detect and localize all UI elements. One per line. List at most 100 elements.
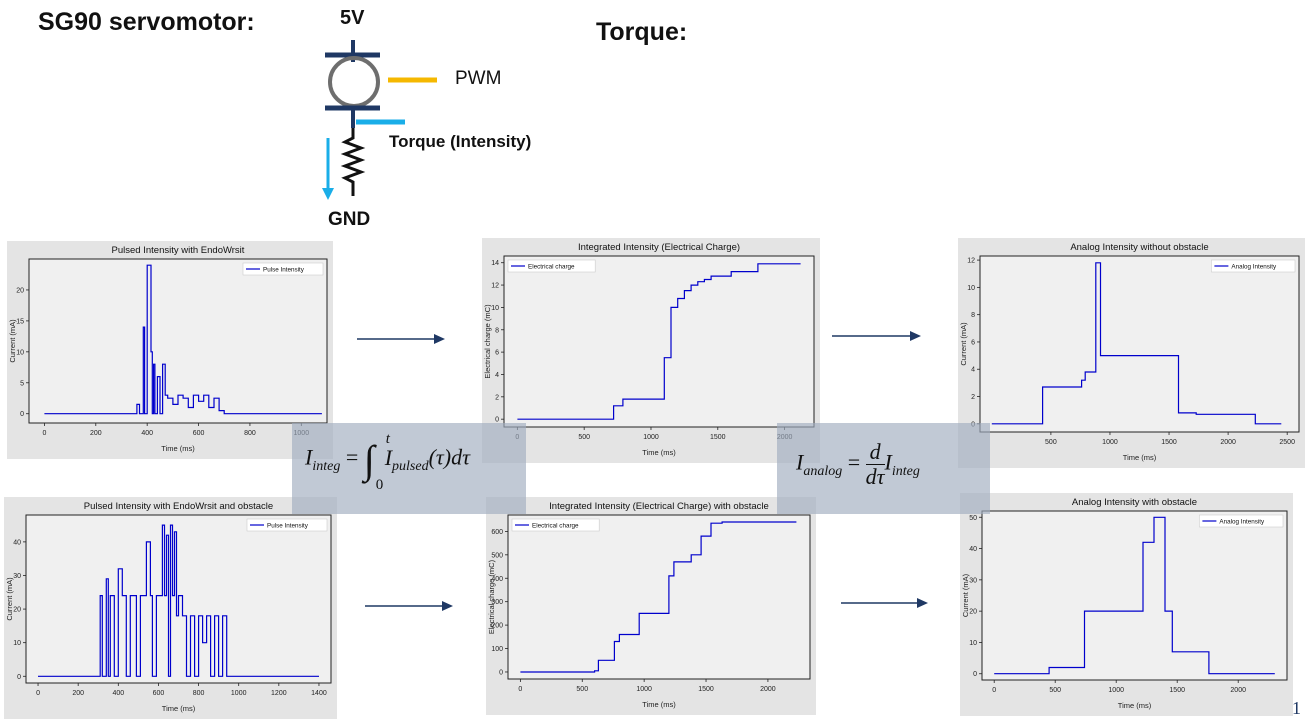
page-title: SG90 servomotor: — [38, 8, 255, 36]
formula-subscript: integ — [891, 463, 920, 479]
x-tick-label: 1000 — [636, 686, 652, 693]
integral-upper-limit: t — [385, 431, 390, 447]
x-tick-label: 600 — [193, 430, 205, 437]
y-tick-label: 8 — [495, 327, 499, 334]
y-tick-label: 6 — [495, 350, 499, 357]
formula-symbol: I — [796, 449, 804, 475]
chart-title: Analog Intensity with obstacle — [1072, 497, 1197, 508]
x-tick-label: 500 — [1049, 687, 1061, 694]
x-tick-label: 600 — [153, 690, 165, 697]
x-tick-label: 2000 — [1220, 439, 1236, 446]
legend-label: Electrical charge — [528, 264, 575, 271]
y-axis-label: Current (mA) — [8, 319, 17, 363]
y-tick-label: 20 — [16, 287, 24, 294]
y-axis-label: Electrical charge (mC) — [487, 559, 496, 634]
legend-box — [507, 259, 596, 273]
current-direction-arrow-head — [322, 188, 334, 200]
chart-title: Pulsed Intensity with EndoWrsit and obst… — [84, 501, 273, 512]
x-tick-label: 1000 — [1108, 687, 1124, 694]
x-tick-label: 1000 — [231, 690, 247, 697]
legend-label: Pulse Intensity — [267, 523, 309, 530]
formula-argument: (τ)dτ — [428, 444, 471, 470]
y-tick-label: 600 — [491, 529, 503, 536]
y-tick-label: 30 — [13, 573, 21, 580]
chart-pulsed-intensity: Pulsed Intensity with EndoWrsit 0 200 400 60… — [7, 241, 333, 459]
y-tick-label: 300 — [491, 599, 503, 606]
y-tick-label: 20 — [13, 607, 21, 614]
y-tick-label: 200 — [491, 623, 503, 630]
chart-analog-intensity-obstacle: Analog Intensity with obstacle 0 500 1000 15… — [960, 493, 1293, 716]
integration-formula-box — [292, 423, 526, 514]
integral-lower-limit: 0 — [375, 477, 384, 493]
slide-number: 1 — [1292, 698, 1301, 718]
formula-equals: = — [345, 444, 359, 470]
x-tick-label: 500 — [578, 434, 590, 441]
chart-title: Integrated Intensity (Electrical Charge)… — [549, 501, 769, 512]
legend-label: Analog Intensity — [1231, 264, 1277, 271]
x-axis-label: Time (ms) — [1123, 453, 1157, 462]
formula-equals: = — [847, 449, 861, 475]
chart-title: Pulsed Intensity with EndoWrsit — [112, 245, 245, 256]
y-tick-label: 10 — [16, 349, 24, 356]
arrow-head — [917, 598, 928, 608]
x-axis-label: Time (ms) — [1118, 701, 1152, 710]
arrow-head — [442, 601, 453, 611]
y-tick-label: 10 — [967, 285, 975, 292]
y-tick-label: 400 — [491, 576, 503, 583]
y-tick-label: 10 — [13, 640, 21, 647]
derivative-fraction: d dτ — [865, 440, 885, 489]
y-tick-label: 50 — [969, 515, 977, 522]
x-tick-label: 800 — [193, 690, 205, 697]
y-tick-label: 20 — [969, 609, 977, 616]
y-tick-label: 4 — [495, 372, 499, 379]
x-tick-label: 800 — [244, 430, 256, 437]
y-tick-label: 2 — [495, 394, 499, 401]
formula-subscript: integ — [312, 458, 341, 474]
y-tick-label: 0 — [17, 674, 21, 681]
x-tick-label: 2000 — [760, 686, 776, 693]
x-tick-label: 1500 — [710, 434, 726, 441]
legend-box — [1211, 259, 1296, 273]
x-tick-label: 400 — [112, 690, 124, 697]
x-tick-label: 0 — [36, 690, 40, 697]
y-tick-label: 2 — [971, 394, 975, 401]
x-tick-label: 1500 — [1161, 439, 1177, 446]
y-tick-label: 14 — [491, 260, 499, 267]
y-axis-label: Electrical charge (mC) — [483, 304, 492, 379]
y-tick-label: 0 — [20, 411, 24, 418]
series-line — [38, 524, 319, 677]
arrow-head — [434, 334, 445, 344]
chart-pulsed-intensity-obstacle: Pulsed Intensity with EndoWrsit and obst… — [4, 497, 337, 719]
resistor-symbol — [340, 128, 366, 196]
legend-label: Analog Intensity — [1219, 519, 1265, 526]
x-tick-label: 0 — [992, 687, 996, 694]
plot-area — [507, 514, 811, 680]
supply-label: 5V — [340, 7, 365, 29]
y-tick-label: 6 — [971, 339, 975, 346]
formula-subscript: pulsed — [392, 458, 429, 474]
formula-subscript: analog — [803, 463, 843, 479]
series-line — [44, 264, 322, 415]
arrow-head — [910, 331, 921, 341]
y-tick-label: 10 — [491, 305, 499, 312]
y-tick-label: 10 — [969, 640, 977, 647]
legend-box — [246, 518, 328, 532]
ground-label: GND — [328, 209, 370, 230]
derivative-formula-box — [777, 423, 990, 514]
pwm-label: PWM — [455, 68, 501, 89]
x-axis-label: Time (ms) — [161, 444, 195, 453]
y-axis-label: Current (mA) — [5, 577, 14, 621]
chart-title: Analog Intensity without obstacle — [1070, 242, 1208, 253]
series-line — [991, 262, 1282, 425]
derivative-formula: Ianalog = d dτ Iinteg — [796, 440, 920, 489]
y-tick-label: 0 — [499, 669, 503, 676]
y-tick-label: 40 — [969, 546, 977, 553]
legend-label: Pulse Intensity — [263, 267, 305, 274]
integration-formula: Iinteg = ∫ t 0 Ipulsed(τ)dτ — [305, 431, 471, 493]
chart-title: Integrated Intensity (Electrical Charge) — [578, 242, 740, 253]
x-tick-label: 2500 — [1279, 439, 1295, 446]
y-tick-label: 40 — [13, 539, 21, 546]
legend-box — [242, 262, 324, 276]
x-tick-label: 1200 — [271, 690, 287, 697]
y-tick-label: 12 — [967, 258, 975, 265]
